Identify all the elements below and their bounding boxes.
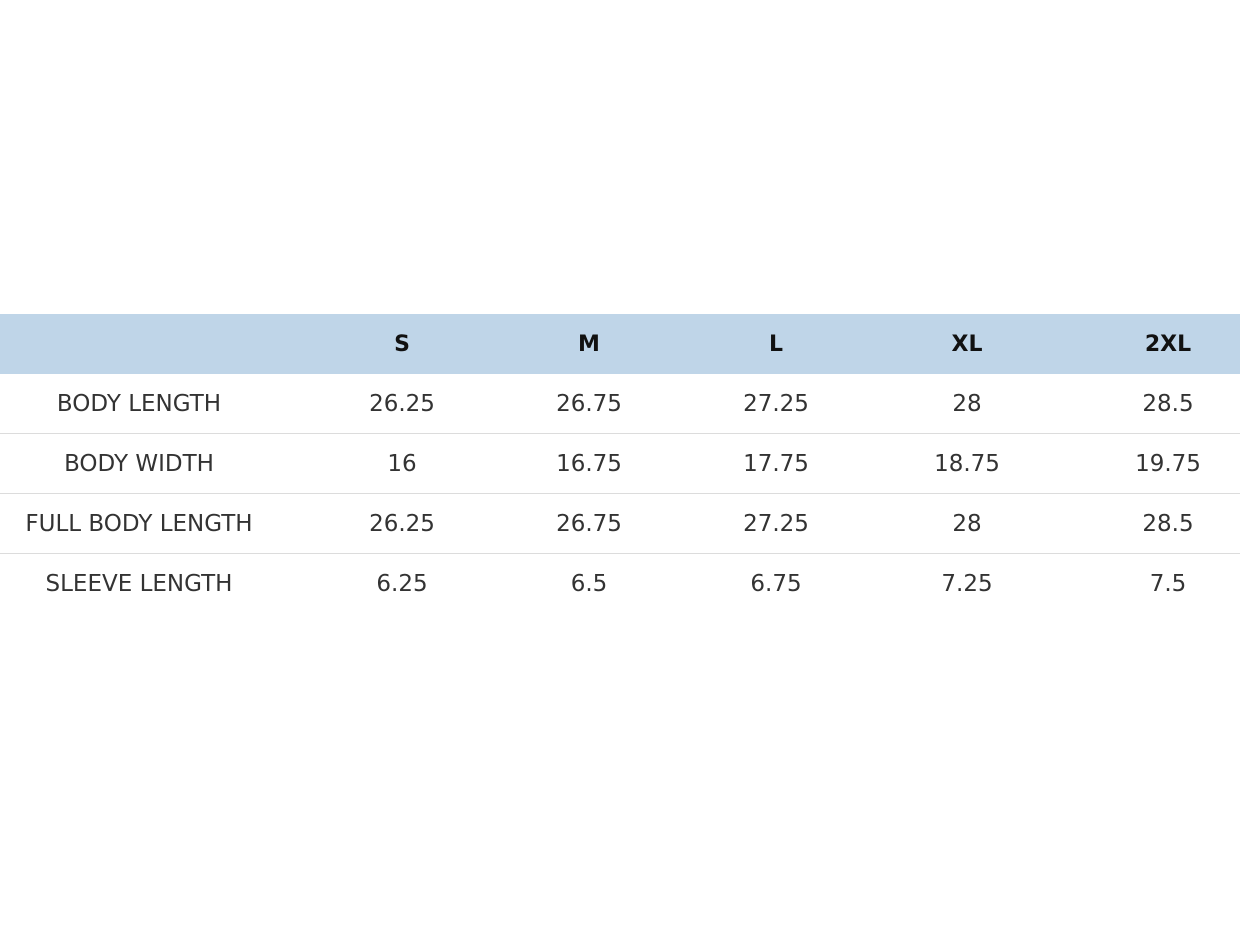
table-cell: 28.5: [1142, 390, 1194, 417]
table-cell: 7.5: [1149, 570, 1187, 597]
table-cell: 6.75: [750, 570, 802, 597]
table-cell: 16: [387, 450, 417, 477]
header-row: S M L XL 2XL: [0, 314, 1240, 374]
table-cell: 16.75: [556, 450, 622, 477]
column-header: 2XL: [1144, 331, 1192, 357]
table-cell: 26.75: [556, 390, 622, 417]
row-label: FULL BODY LENGTH: [25, 510, 253, 537]
row-label: BODY LENGTH: [56, 390, 222, 417]
table-row: BODY LENGTH 26.25 26.75 27.25 28 28.5: [0, 374, 1240, 434]
table-row: SLEEVE LENGTH 6.25 6.5 6.75 7.25 7.5: [0, 554, 1240, 613]
table-cell: 7.25: [941, 570, 993, 597]
row-label: BODY WIDTH: [64, 450, 214, 477]
table-cell: 18.75: [934, 450, 1000, 477]
column-header: S: [394, 331, 410, 357]
column-header: XL: [951, 331, 983, 357]
table-cell: 19.75: [1135, 450, 1201, 477]
table-cell: 28.5: [1142, 510, 1194, 537]
row-label: SLEEVE LENGTH: [45, 570, 233, 597]
size-table: S M L XL 2XL BODY LENGTH 26.25 26.75 27.25 28 28.5…: [0, 314, 1240, 613]
table-cell: 6.25: [376, 570, 428, 597]
column-header: L: [768, 331, 784, 357]
table-cell: 26.25: [369, 390, 435, 417]
table-cell: 27.25: [743, 510, 809, 537]
column-header: M: [578, 331, 600, 357]
table-cell: 27.25: [743, 390, 809, 417]
table-cell: 28: [952, 510, 982, 537]
table-row: FULL BODY LENGTH 26.25 26.75 27.25 28 28.5: [0, 494, 1240, 554]
table-cell: 26.75: [556, 510, 622, 537]
table-cell: 17.75: [743, 450, 809, 477]
table-cell: 28: [952, 390, 982, 417]
table-row: BODY WIDTH 16 16.75 17.75 18.75 19.75: [0, 434, 1240, 494]
table-cell: 26.25: [369, 510, 435, 537]
table-cell: 6.5: [570, 570, 608, 597]
